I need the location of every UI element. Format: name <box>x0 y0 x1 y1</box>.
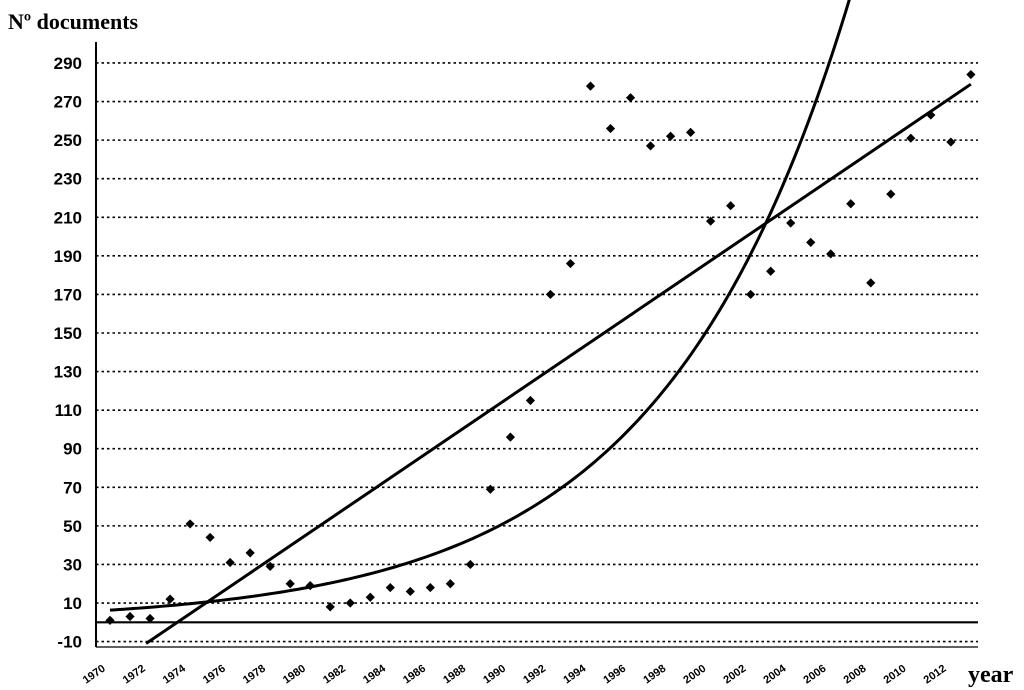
x-tick-label: 1970 <box>81 663 108 687</box>
data-point <box>185 519 195 529</box>
x-tick-label: 1972 <box>121 663 148 687</box>
x-tick-label: 1984 <box>361 662 389 686</box>
x-tick-label: 2004 <box>761 662 789 686</box>
x-tick-label: 1998 <box>641 663 668 687</box>
data-point <box>405 586 415 597</box>
data-point <box>585 81 596 91</box>
data-point <box>946 137 956 147</box>
y-axis-title: Nº documents <box>8 9 139 34</box>
data-point <box>605 123 616 134</box>
data-point <box>145 613 155 624</box>
y-tick-label: 70 <box>63 478 82 497</box>
data-point <box>445 579 455 589</box>
data-point <box>165 594 175 604</box>
y-tick-label: 250 <box>54 131 82 150</box>
y-tick-label: 210 <box>54 208 82 227</box>
data-point <box>625 93 636 103</box>
data-point <box>305 581 315 591</box>
x-tick-label: 1980 <box>281 663 308 687</box>
data-point <box>425 582 435 593</box>
data-point <box>926 110 936 120</box>
x-tick-label: 1976 <box>201 663 228 687</box>
data-points <box>105 69 976 625</box>
data-point <box>345 598 355 608</box>
y-tick-label: 230 <box>54 170 82 189</box>
axes <box>95 42 978 648</box>
x-tick-label: 1986 <box>401 663 428 687</box>
x-tick-label: 2010 <box>882 663 909 687</box>
y-tick-label: 270 <box>54 93 82 112</box>
data-point <box>245 548 255 558</box>
x-tick-labels: 1970 1972 1974 1976 1978 1980 1982 1984 1986 1988… <box>81 662 949 686</box>
y-tick-label: 290 <box>54 54 82 73</box>
data-point <box>786 218 796 228</box>
y-tick-label: 110 <box>55 401 82 420</box>
data-point <box>906 133 916 143</box>
x-tick-label: 2012 <box>922 663 949 687</box>
x-tick-label: 1996 <box>601 663 628 687</box>
y-tick-label: 90 <box>63 440 82 459</box>
y-tick-label: 170 <box>54 285 82 304</box>
y-tick-label: 190 <box>54 247 82 266</box>
data-point <box>886 189 896 199</box>
exponential-trendline <box>109 0 851 612</box>
data-point <box>746 289 756 300</box>
x-tick-label: 2000 <box>681 663 708 687</box>
data-point <box>105 615 115 625</box>
y-tick-labels: -10 10 30 50 70 90 110 130 150 170 190 210 230 250 270… <box>54 54 82 652</box>
x-tick-label: 2008 <box>842 663 869 687</box>
data-point <box>846 199 856 209</box>
x-tick-label: 1988 <box>441 663 468 687</box>
data-point <box>485 484 495 494</box>
data-point <box>565 258 576 269</box>
x-tick-label: 2006 <box>802 663 829 687</box>
data-point <box>285 579 295 589</box>
data-point <box>325 602 335 612</box>
trendlines <box>109 0 972 645</box>
y-tick-label: -10 <box>57 633 82 652</box>
data-point <box>826 249 836 259</box>
data-point <box>726 201 736 211</box>
data-point <box>265 561 275 571</box>
data-point <box>665 131 676 141</box>
data-point <box>806 237 816 247</box>
y-tick-label: 150 <box>54 324 82 343</box>
data-point <box>866 278 876 288</box>
data-point <box>365 592 375 602</box>
x-tick-label: 1990 <box>481 663 508 687</box>
data-point <box>645 141 656 151</box>
x-tick-label: 1994 <box>561 662 589 686</box>
data-point <box>505 432 516 442</box>
data-point <box>205 532 215 543</box>
y-tick-label: 30 <box>63 555 82 574</box>
linear-trendline <box>145 82 972 645</box>
data-point <box>385 582 395 593</box>
data-point <box>125 611 135 622</box>
data-point <box>465 559 475 570</box>
x-tick-label: 1982 <box>321 663 348 687</box>
data-point <box>966 69 976 80</box>
x-tick-label: 1974 <box>161 662 189 686</box>
data-point <box>706 216 716 226</box>
y-tick-label: 10 <box>63 594 82 613</box>
x-tick-label: 1978 <box>241 663 268 687</box>
data-point <box>525 395 536 406</box>
x-tick-label: 1992 <box>521 663 548 687</box>
data-point <box>225 557 235 568</box>
data-point <box>545 289 556 300</box>
y-tick-label: 130 <box>54 363 82 382</box>
data-point <box>766 266 776 276</box>
y-tick-label: 50 <box>63 517 82 536</box>
gridlines <box>96 62 978 643</box>
x-tick-label: 2002 <box>721 663 748 687</box>
x-axis-title: year <box>968 662 1014 688</box>
data-point <box>685 127 696 138</box>
